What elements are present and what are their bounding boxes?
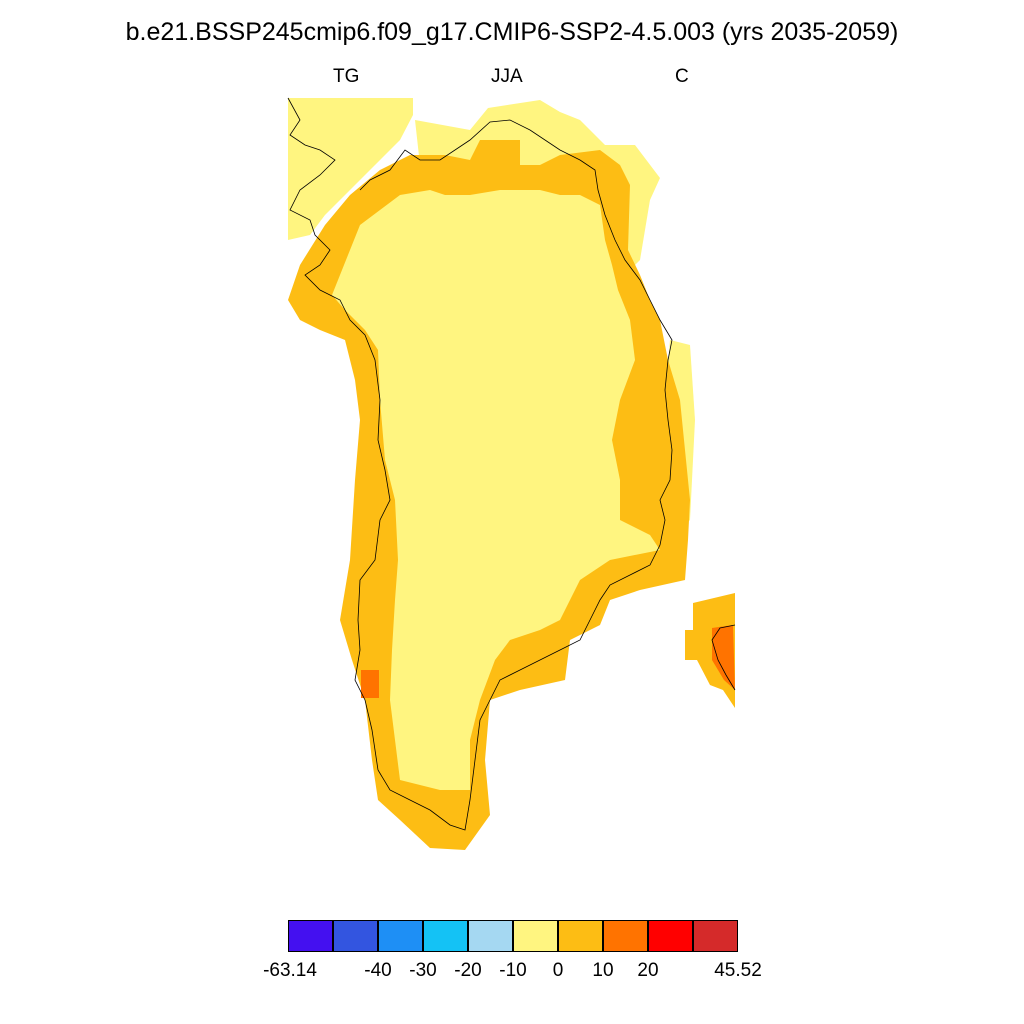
variable-label: TG (333, 66, 360, 87)
plot-title: b.e21.BSSP245cmip6.f09_g17.CMIP6-SSP2-4.… (125, 18, 899, 46)
map-region-high-southeast-island (712, 625, 735, 690)
colorbar-swatch-3 (378, 920, 423, 952)
colorbar-label: 20 (637, 960, 659, 981)
colorbar-swatch-2 (333, 920, 378, 952)
colorbar-swatch-6 (513, 920, 558, 952)
map-region-low-interior (332, 190, 660, 790)
colorbar-label: -20 (454, 960, 482, 981)
colorbar-label: -40 (364, 960, 392, 981)
colorbar-swatch-8 (603, 920, 648, 952)
coastline (287, 97, 673, 831)
map-region-high-southwest (361, 670, 379, 698)
colorbar-label: -30 (409, 960, 437, 981)
map-region-mid-southeast-island (685, 593, 735, 708)
units-label: C (675, 66, 689, 87)
colorbar-swatch-5 (468, 920, 513, 952)
colorbar-label: -10 (499, 960, 527, 981)
colorbar-swatch-7 (558, 920, 603, 952)
colorbar-label-max: 45.52 (714, 960, 762, 981)
colorbar-label: 10 (592, 960, 614, 981)
colorbar-label-min: -63.14 (263, 960, 317, 981)
colorbar-swatch-10 (693, 920, 738, 952)
colorbar-label: 0 (552, 960, 564, 981)
map-region-low-north (288, 98, 413, 240)
colorbar-swatch-9 (648, 920, 693, 952)
season-label: JJA (491, 66, 523, 87)
coastline-island (711, 624, 736, 691)
colorbar-swatch-1 (288, 920, 333, 952)
colorbar-swatch-4 (423, 920, 468, 952)
